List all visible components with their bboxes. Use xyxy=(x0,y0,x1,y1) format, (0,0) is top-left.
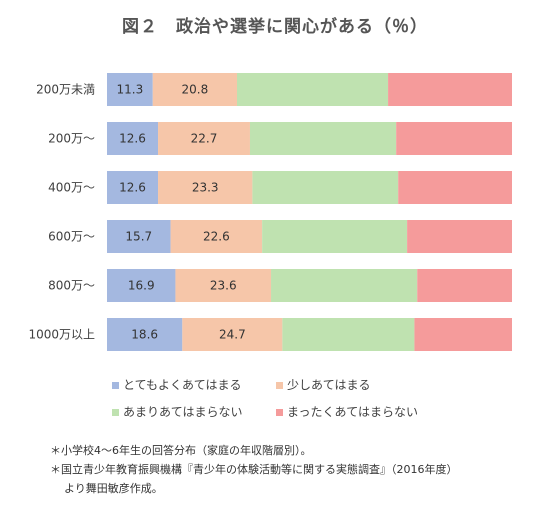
bar-segment xyxy=(107,269,176,302)
bar-segment xyxy=(407,220,512,253)
bar-segment xyxy=(107,73,153,106)
chart-title: 図２ 政治や選挙に関心がある（％） xyxy=(122,17,428,37)
stacked-bar-chart: 200万未満 11.3 20.8 200万〜 12.6 22.7 400万〜 12.6 23.3… xyxy=(28,73,512,351)
data-label: 24.7 xyxy=(219,328,246,342)
data-label: 23.6 xyxy=(210,279,237,293)
bar-segment xyxy=(107,171,159,204)
category-label: 800万〜 xyxy=(48,279,95,293)
category-label: 400万〜 xyxy=(48,181,95,195)
category-label: 1000万以上 xyxy=(28,328,95,342)
data-label: 22.6 xyxy=(203,230,230,244)
category-label: 600万〜 xyxy=(48,230,95,244)
bar-segment xyxy=(252,171,399,204)
data-label: 12.6 xyxy=(119,132,146,146)
bar-segment xyxy=(107,318,183,351)
bar-segment xyxy=(282,318,415,351)
bar-segment xyxy=(175,269,272,302)
data-label: 11.3 xyxy=(117,83,144,97)
chart-notes: ＊小学校4〜6年生の回答分布（家庭の年収階層別）。 ＊国立青少年教育振興機構『青… xyxy=(50,441,458,498)
bar-segment xyxy=(107,220,171,253)
bar-segment xyxy=(170,220,263,253)
data-label: 16.9 xyxy=(128,279,155,293)
data-label: 18.6 xyxy=(131,328,158,342)
bar-segment xyxy=(107,122,159,155)
bar-segment xyxy=(182,318,283,351)
legend-label-0: とてもよくあてはまる xyxy=(123,378,242,392)
legend-label-2: あまりあてはまらない xyxy=(123,405,243,419)
bar-segment xyxy=(249,122,397,155)
note-line-1: ＊国立青少年教育振興機構『青少年の体験活動等に関する実態調査』（2016年度） xyxy=(50,463,458,476)
legend-swatch-2 xyxy=(112,409,119,416)
legend-item-1: 少しあてはまる xyxy=(276,376,371,393)
data-label: 20.8 xyxy=(182,83,209,97)
bar-segment xyxy=(388,73,512,106)
legend-label-3: まったくあてはまらない xyxy=(287,405,419,419)
legend-swatch-3 xyxy=(276,409,283,416)
bar-segment xyxy=(398,171,512,204)
bar-segment xyxy=(237,73,389,106)
bar-segment xyxy=(158,122,250,155)
legend-swatch-0 xyxy=(112,382,119,389)
bar-segment xyxy=(414,318,512,351)
data-label: 23.3 xyxy=(192,181,219,195)
data-label: 22.7 xyxy=(191,132,218,146)
legend-label-1: 少しあてはまる xyxy=(287,378,371,392)
note-line-2: より舞田敏彦作成。 xyxy=(64,482,163,495)
data-label: 15.7 xyxy=(125,230,152,244)
legend-item-2: あまりあてはまらない xyxy=(112,403,243,420)
bar-segment xyxy=(271,269,418,302)
legend-item-0: とてもよくあてはまる xyxy=(112,376,242,393)
bar-segment xyxy=(158,171,253,204)
bar-segment xyxy=(152,73,238,106)
legend-swatch-1 xyxy=(276,382,283,389)
legend-item-3: まったくあてはまらない xyxy=(276,403,418,420)
category-label: 200万〜 xyxy=(48,132,95,146)
bar-segment xyxy=(262,220,408,253)
data-label: 12.6 xyxy=(119,181,146,195)
note-line-0: ＊小学校4〜6年生の回答分布（家庭の年収階層別）。 xyxy=(50,444,312,457)
bar-segment xyxy=(417,269,512,302)
category-label: 200万未満 xyxy=(36,83,95,97)
bar-segment xyxy=(396,122,512,155)
